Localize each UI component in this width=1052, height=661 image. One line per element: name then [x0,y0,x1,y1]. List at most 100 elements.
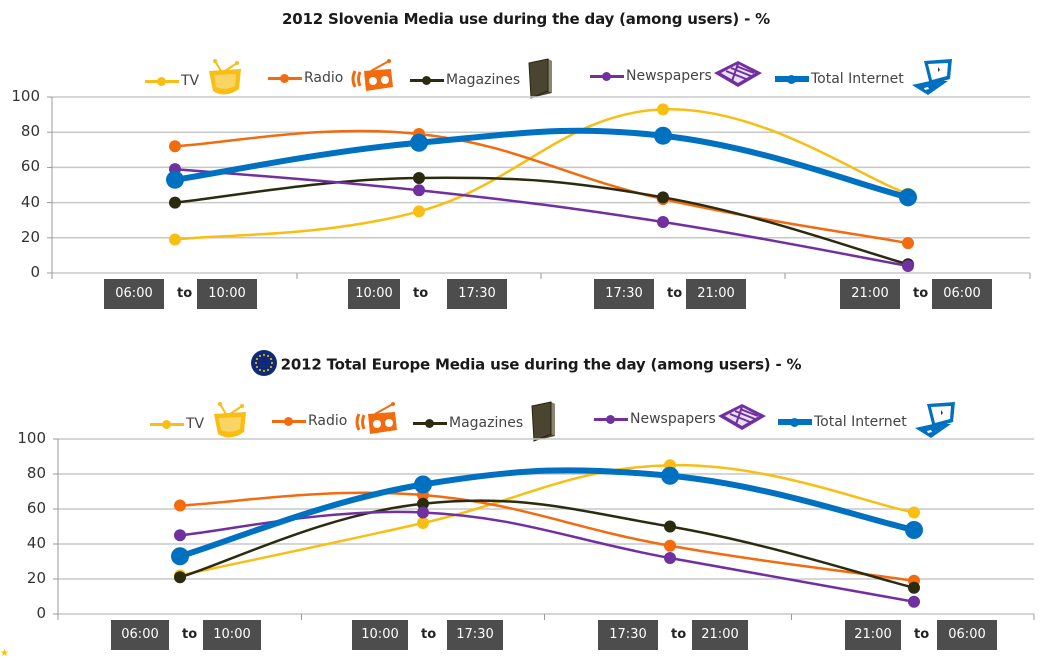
x-category-from: 06:00 [111,620,169,650]
x-category-from: 17:30 [594,279,654,309]
chart-title-text: 2012 Slovenia Media use during the day (… [282,10,770,28]
y-tick-label: 20 [26,569,46,587]
laptop-icon [910,57,956,101]
x-category-to-label: to [421,627,437,642]
y-tick-label: 20 [20,227,40,246]
legend-label: Magazines [449,415,524,431]
data-point [654,126,672,145]
y-tick-label: 60 [26,499,46,517]
series-line [178,463,916,577]
y-tick-label: 40 [20,192,40,211]
legend-label: Total Internet [811,71,904,87]
x-category-from: 10:00 [352,620,408,650]
chart-title-text: 2012 Total Europe Media use during the d… [280,355,802,374]
legend-label: TV [181,73,200,89]
laptop-icon [913,400,959,444]
legend-label: TV [186,416,205,432]
tv-icon [207,59,243,103]
series-magazines [174,497,920,594]
radio-icon [351,59,395,97]
data-point [908,595,920,608]
y-tick-label: 40 [26,534,46,552]
data-point [899,188,917,207]
legend-item: Radio [268,59,395,97]
series-line [178,491,916,582]
newspaper-icon [712,59,764,93]
legend-label: Radio [304,70,344,86]
series-line [173,167,910,268]
x-category-from: 17:30 [598,620,658,650]
data-point [171,547,189,566]
data-point [908,581,920,594]
data-point [657,103,669,116]
tv-icon [212,402,248,446]
x-category-to-label: to [177,286,193,301]
series-total-internet [171,466,923,566]
data-point [413,184,425,197]
legend-label: Magazines [446,72,521,88]
data-point [664,539,676,552]
legend-label: Radio [308,413,348,429]
chart-legend: TV Radio Magazines Newspapers Total Internet [0,398,1052,442]
series-line [173,108,910,241]
data-point [174,571,186,584]
data-point [657,215,669,228]
y-tick-label: 0 [36,604,46,622]
y-tick-label: 100 [17,429,46,447]
x-category-to-label: to [914,627,930,642]
legend-swatch [410,75,444,85]
radio-icon [355,402,399,440]
legend-swatch [590,71,624,81]
y-tick-label: 100 [11,87,40,105]
legend-swatch [145,76,179,86]
y-tick-label: 80 [20,122,40,141]
x-category-to: 21:00 [686,279,746,309]
data-point [169,140,181,153]
legend-item: TV [150,402,248,446]
x-category-from: 21:00 [840,279,900,309]
data-point [174,529,186,542]
legend-swatch [413,418,447,428]
legend-swatch [775,74,809,84]
data-point [169,233,181,246]
legend-item: Newspapers [594,402,768,436]
legend-label: Newspapers [626,68,712,84]
data-point [413,205,425,218]
eu-flag-icon [250,350,277,376]
series-line [173,129,910,245]
legend-label: Total Internet [814,414,907,430]
x-category-to-label: to [667,286,683,301]
series-newspapers [169,163,914,272]
data-point [902,237,914,250]
x-category-to: 21:00 [692,620,748,650]
newspaper-icon [716,402,768,436]
data-point [174,499,186,512]
data-point [908,506,920,519]
data-point [166,170,184,189]
legend-swatch [272,416,306,426]
series-total-internet [166,126,917,207]
data-point [417,497,429,510]
data-point [417,517,429,529]
legend-swatch [594,414,628,424]
x-category-to-label: to [913,286,929,301]
data-point [664,520,676,533]
chart-title: 2012 Slovenia Media use during the day (… [0,10,1052,28]
data-point [410,133,428,152]
x-category-from: 10:00 [348,279,400,309]
x-category-to: 06:00 [937,620,997,650]
series-line [177,467,917,560]
x-category-to: 10:00 [197,279,257,309]
x-category-from: 21:00 [845,620,901,650]
legend-label: Newspapers [630,411,716,427]
legend-item: Radio [272,402,399,440]
x-category-to: 17:30 [447,279,507,309]
legend-item: TV [145,59,243,103]
chart-legend: TV Radio Magazines Newspapers Total Internet [0,55,1052,99]
data-point [902,259,914,272]
x-category-to: 17:30 [447,620,503,650]
data-point [413,171,425,184]
x-category-to: 10:00 [203,620,261,650]
y-tick-label: 80 [26,464,46,482]
data-point [169,196,181,209]
